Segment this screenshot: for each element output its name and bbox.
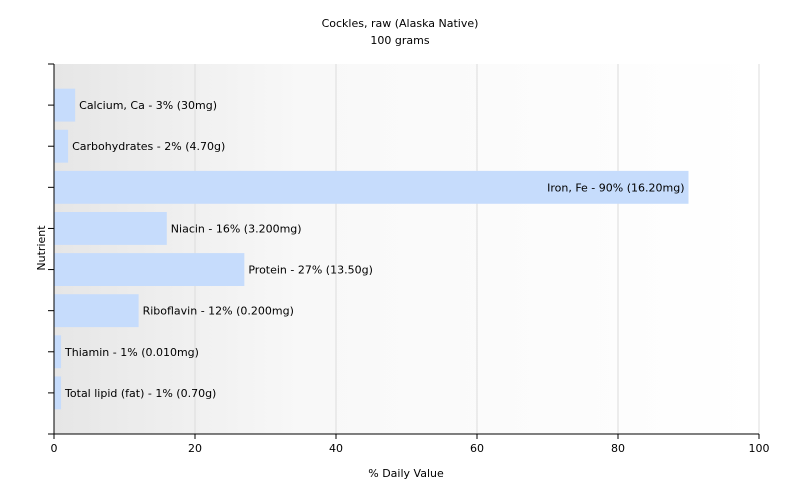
bar-label: Calcium, Ca - 3% (30mg) [79, 99, 217, 112]
chart-subtitle: 100 grams [370, 34, 429, 47]
axes: 0 20 40 60 80 100 [48, 63, 770, 455]
bar [54, 335, 62, 369]
y-axis-label: Nutrient [35, 225, 48, 271]
bar-label: Thiamin - 1% (0.010mg) [64, 346, 199, 359]
x-tick-label: 0 [51, 442, 58, 455]
bar-label: Total lipid (fat) - 1% (0.70g) [64, 387, 216, 400]
bar [54, 88, 76, 122]
x-tick-label: 60 [470, 442, 484, 455]
x-tick-label: 100 [749, 442, 770, 455]
bar [54, 129, 69, 163]
bar [54, 376, 62, 410]
bar-label: Carbohydrates - 2% (4.70g) [72, 140, 225, 153]
bar-label: Protein - 27% (13.50g) [248, 264, 373, 277]
bar [54, 212, 167, 245]
bars: Calcium, Ca - 3% (30mg) Carbohydrates - 2… [54, 88, 689, 410]
x-tick-label: 80 [611, 442, 625, 455]
bar-label: Riboflavin - 12% (0.200mg) [143, 305, 294, 318]
bar-label: Iron, Fe - 90% (16.20mg) [547, 181, 684, 194]
plot-area [54, 64, 759, 434]
x-tick-label: 20 [188, 442, 202, 455]
bar-label: Niacin - 16% (3.200mg) [171, 222, 302, 235]
bar [54, 170, 689, 204]
bar [54, 253, 245, 286]
x-tick-label: 40 [329, 442, 343, 455]
bar [54, 294, 139, 328]
grid-lines [194, 64, 760, 434]
chart-title: Cockles, raw (Alaska Native) [322, 17, 479, 30]
x-axis-label: % Daily Value [368, 467, 444, 480]
